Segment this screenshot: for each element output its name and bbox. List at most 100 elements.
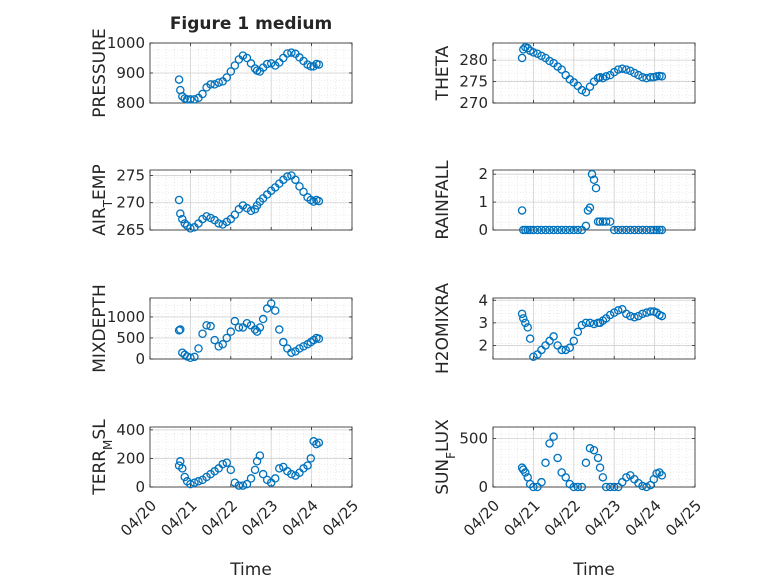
x-tick-label: 04/25 [319, 497, 362, 540]
x-tick-label: 04/20 [460, 497, 503, 540]
subplot-2: 270 275 280 THETA [433, 42, 696, 112]
data-point [270, 474, 280, 483]
data-point [545, 56, 554, 66]
data-point [176, 209, 185, 218]
data-point [529, 225, 538, 235]
data-point [549, 225, 558, 235]
data-point [581, 221, 591, 231]
y-tick-label: 1000 [107, 34, 145, 52]
data-point [178, 214, 187, 224]
data-point [537, 51, 546, 61]
data-point [585, 444, 595, 453]
data-point [275, 325, 284, 334]
data-point [529, 352, 538, 361]
data-point [198, 329, 207, 339]
data-point [529, 48, 538, 57]
data-point [186, 95, 195, 104]
data-point [533, 225, 542, 235]
data-point [591, 183, 601, 193]
data-point [218, 459, 227, 469]
data-point [275, 464, 284, 473]
x-tick-label: 04/25 [662, 497, 705, 540]
y-tick-label: 500 [116, 329, 145, 347]
data-point [198, 89, 207, 99]
data-point [262, 59, 272, 69]
x-tick-label: 04/23 [581, 497, 624, 540]
data-point [242, 479, 252, 489]
data-point [523, 323, 532, 332]
data-point [634, 311, 643, 321]
y-tick-label: 270 [116, 194, 145, 212]
y-axis-label: RAINFALL [433, 160, 453, 240]
x-tick-label: 04/24 [622, 497, 665, 540]
data-point [190, 95, 199, 104]
y-axis-label: THETA [433, 45, 453, 101]
data-point [299, 342, 308, 351]
data-point [626, 311, 635, 321]
data-point [634, 225, 643, 235]
y-axis-label-rest: EMP [90, 164, 110, 200]
data-point [190, 352, 199, 362]
figure-title: Figure 1 medium [170, 14, 332, 34]
data-point [622, 225, 631, 235]
data-point [238, 481, 248, 490]
data-point [569, 225, 579, 235]
data-point [561, 225, 570, 235]
data-point [589, 175, 599, 185]
y-axis-label: PRESSURE [90, 28, 110, 117]
data-point [605, 482, 615, 492]
data-point [222, 333, 232, 343]
data-point [246, 206, 256, 216]
data-point [523, 225, 532, 235]
data-point [605, 310, 615, 320]
y-tick-label: 4 [478, 291, 488, 309]
data-point [517, 206, 527, 215]
y-tick-label: 275 [459, 73, 488, 91]
data-point [266, 299, 276, 308]
data-point [573, 225, 583, 235]
data-point [545, 225, 554, 235]
data-point [202, 212, 211, 221]
data-point [252, 327, 262, 336]
data-point [314, 60, 324, 69]
data-point [541, 225, 550, 235]
data-point [613, 225, 623, 235]
data-point [214, 342, 223, 351]
data-point [577, 85, 587, 95]
data-point [638, 225, 647, 235]
data-point [589, 445, 599, 455]
data-point [222, 73, 232, 82]
data-point [557, 225, 566, 235]
y-tick-label: 200 [116, 449, 145, 467]
data-point [222, 458, 232, 467]
data-point [638, 73, 647, 82]
data-point [622, 309, 631, 319]
data-point [569, 336, 579, 346]
data-point [194, 344, 203, 353]
data-point [194, 477, 203, 486]
data-point [314, 438, 324, 447]
data-point [242, 318, 252, 328]
data-point [533, 49, 542, 58]
data-point [234, 481, 244, 490]
data-point [569, 482, 579, 492]
data-point [557, 65, 566, 74]
data-point [553, 453, 562, 463]
y-axis-label-main: AIR [90, 207, 110, 236]
data-point [657, 225, 667, 235]
data-point [605, 217, 615, 226]
data-point [206, 213, 215, 223]
y-axis-label: MIXDEPTH [90, 284, 110, 373]
y-axis-label: SUNFLUX [433, 419, 458, 495]
y-tick-label: 1 [478, 193, 488, 211]
data-point [258, 314, 268, 324]
data-point [521, 468, 530, 477]
data-point [262, 304, 272, 313]
data-point [585, 318, 595, 328]
data-point [230, 61, 240, 70]
y-tick-label: 2 [478, 165, 488, 183]
data-point [517, 309, 527, 319]
data-point [595, 217, 605, 226]
